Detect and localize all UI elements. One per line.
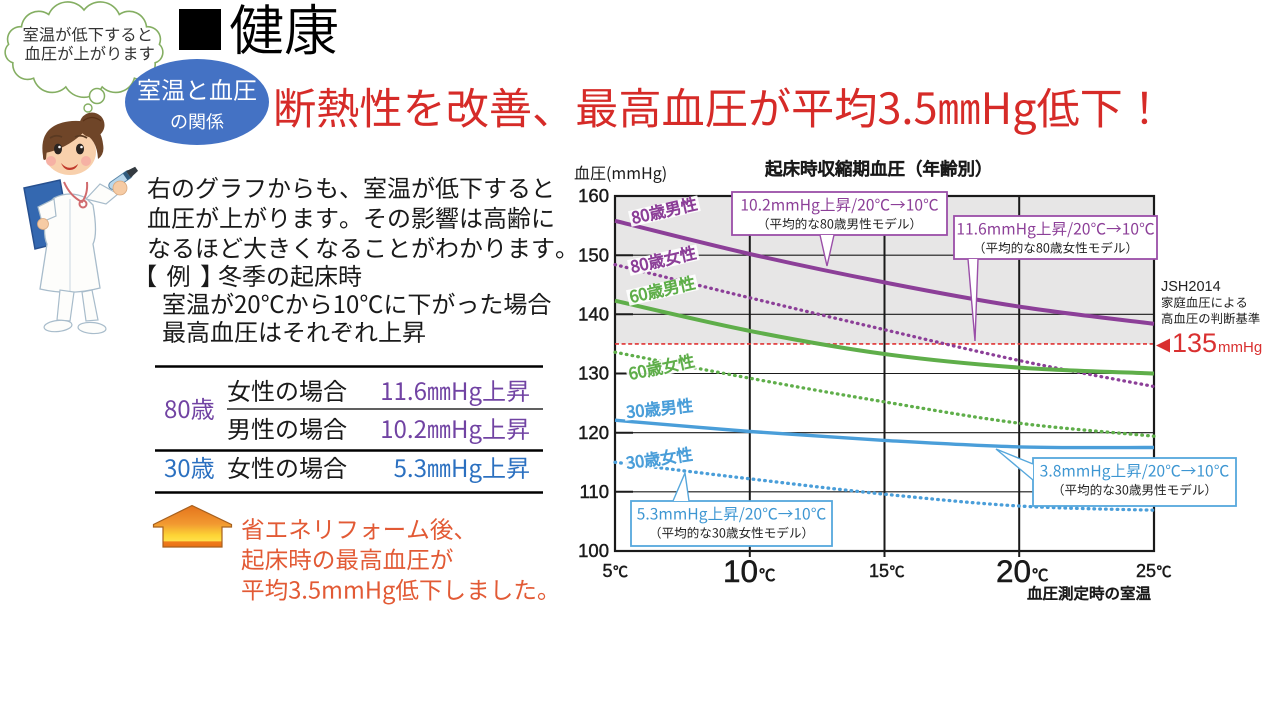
- svg-text:100: 100: [578, 540, 609, 561]
- svg-text:150: 150: [578, 244, 609, 265]
- svg-text:JSH2014: JSH2014: [1161, 279, 1221, 295]
- svg-text:160: 160: [578, 185, 609, 206]
- svg-text:mmHg: mmHg: [1218, 339, 1262, 356]
- svg-text:15: 15: [869, 561, 889, 581]
- svg-text:5: 5: [602, 561, 612, 581]
- svg-text:20: 20: [996, 553, 1031, 589]
- svg-text:110: 110: [580, 481, 610, 502]
- svg-text:140: 140: [578, 303, 609, 324]
- svg-text:10: 10: [723, 553, 758, 589]
- svg-text:130: 130: [578, 363, 609, 384]
- svg-text:135: 135: [1172, 328, 1217, 358]
- svg-text:25: 25: [1136, 561, 1156, 581]
- svg-text:120: 120: [578, 422, 609, 443]
